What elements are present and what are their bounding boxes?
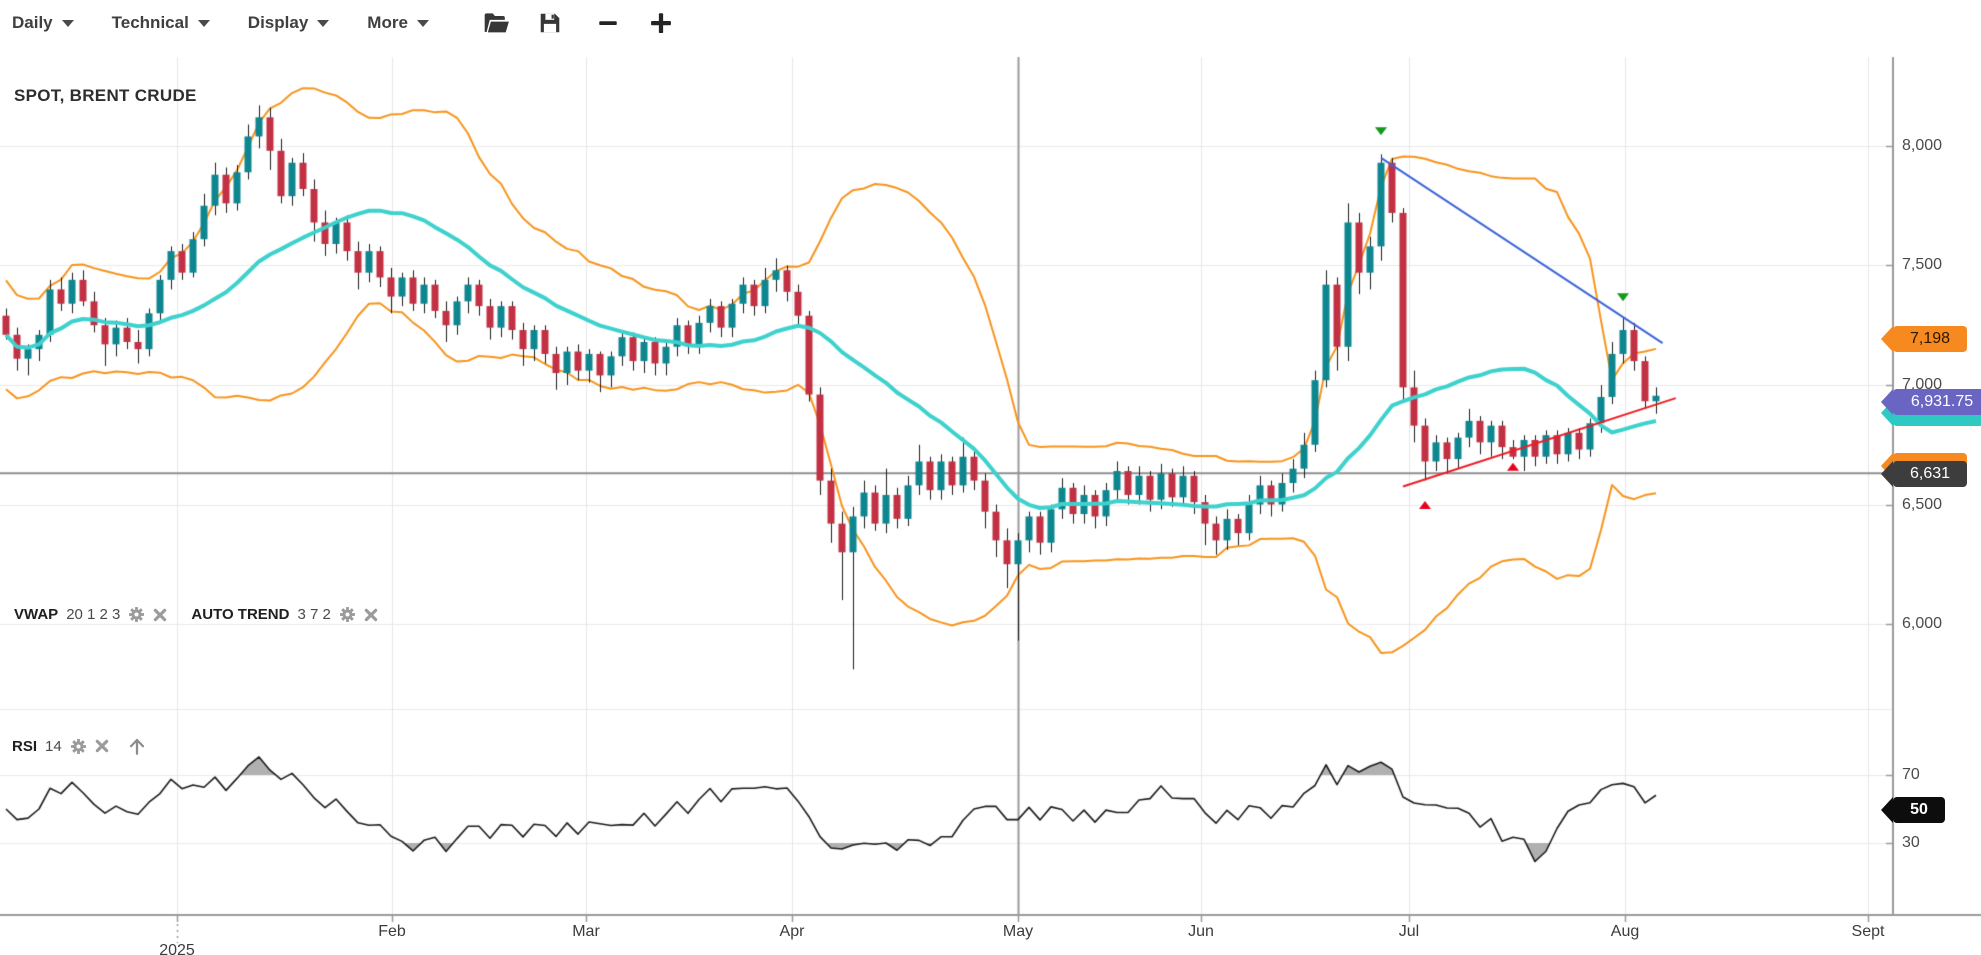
y-axis-label: 6,000 [1902,615,1943,632]
rsi-axis-label: 30 [1902,834,1920,851]
gear-icon [129,607,145,622]
timeframe-menu-label: Daily [12,13,53,32]
save-icon [540,13,560,33]
x-axis-label: Jul [1398,923,1420,940]
toolbar: Daily Technical Display More [0,0,1981,46]
timeframe-menu[interactable]: Daily [12,7,74,39]
indicator-legend-row: VWAP 20 1 2 3 AUTO TREND 3 7 2 [14,606,378,623]
autotrend-indicator-name: AUTO TREND [191,606,290,623]
price-badge-upper-band-badge: 7,198 [1881,326,1967,352]
price-badge-crosshair-price-badge: 6,631 [1881,461,1967,487]
vwap-remove-button[interactable] [153,608,167,622]
vwap-indicator-params: 20 1 2 3 [66,606,121,623]
symbol-title: SPOT, BRENT CRUDE [14,86,197,105]
rsi-badge: 50 [1881,797,1945,823]
x-axis-label: 2025 [159,942,195,955]
x-axis-label: Mar [572,923,600,940]
autotrend-settings-button[interactable] [339,606,356,623]
rsi-move-up-button[interactable] [127,736,147,756]
x-axis-label: Jun [1188,923,1214,940]
display-menu-label: Display [247,13,309,32]
vwap-settings-button[interactable] [128,606,145,623]
autotrend-indicator-params: 3 7 2 [297,606,331,623]
rsi-remove-button[interactable] [95,739,109,753]
technical-menu[interactable]: Technical [112,7,210,39]
gear-icon [70,738,86,754]
chevron-down-icon [416,19,429,27]
more-menu-label: More [367,13,408,32]
vwap-indicator-name: VWAP [14,606,59,623]
technical-menu-label: Technical [111,13,189,32]
arrow-up-icon [129,738,144,755]
minus-icon [599,21,617,25]
chevron-down-icon [61,19,74,27]
open-chart-button[interactable] [481,9,512,37]
chevron-down-icon [317,19,330,27]
y-axis-label: 7,500 [1902,256,1943,273]
x-axis-label: Feb [378,923,406,940]
x-axis-label: Aug [1610,923,1640,940]
zoom-in-button[interactable] [646,8,676,38]
close-icon [154,608,167,621]
y-axis-label: 6,500 [1902,496,1943,513]
autotrend-remove-button[interactable] [364,608,378,622]
rsi-indicator-params: 14 [45,737,62,755]
rsi-indicator-name: RSI [12,737,38,755]
rsi-axis-label: 70 [1902,766,1920,783]
more-menu[interactable]: More [367,7,429,39]
close-icon [364,608,378,621]
y-axis-label: 8,000 [1902,137,1943,154]
rsi-settings-button[interactable] [70,738,87,755]
x-axis-label: Sept [1851,923,1885,940]
y-axis-label: 7,000 [1902,376,1943,393]
open-folder-icon [484,13,509,33]
save-chart-button[interactable] [536,9,564,37]
plus-icon [650,13,671,34]
price-badge-last-price-badge: 6,931.75 [1881,389,1981,415]
chevron-down-icon [197,19,210,27]
x-axis-label: May [1002,923,1034,940]
close-icon [95,739,108,753]
zoom-out-button[interactable] [594,9,622,37]
rsi-legend-row: RSI 14 [12,736,147,756]
x-axis-label: Apr [779,923,805,940]
gear-icon [339,607,355,622]
display-menu[interactable]: Display [247,7,330,39]
